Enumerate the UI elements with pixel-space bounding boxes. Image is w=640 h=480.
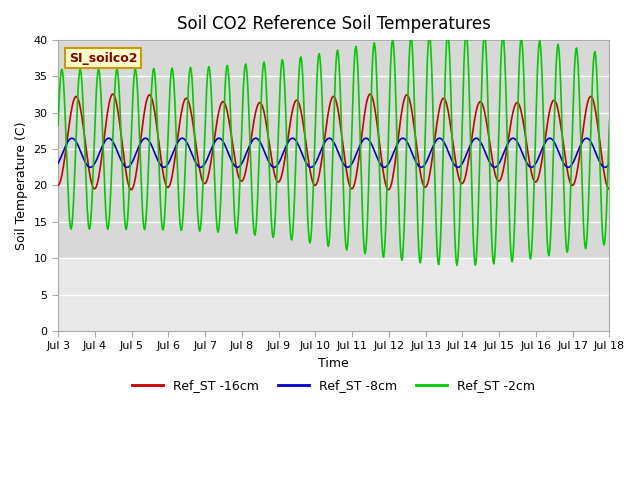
Text: SI_soilco2: SI_soilco2: [69, 52, 138, 65]
Y-axis label: Soil Temperature (C): Soil Temperature (C): [15, 121, 28, 250]
Legend: Ref_ST -16cm, Ref_ST -8cm, Ref_ST -2cm: Ref_ST -16cm, Ref_ST -8cm, Ref_ST -2cm: [127, 374, 540, 397]
Bar: [58, 258, 609, 331]
X-axis label: Time: Time: [318, 357, 349, 370]
Title: Soil CO2 Reference Soil Temperatures: Soil CO2 Reference Soil Temperatures: [177, 15, 491, 33]
